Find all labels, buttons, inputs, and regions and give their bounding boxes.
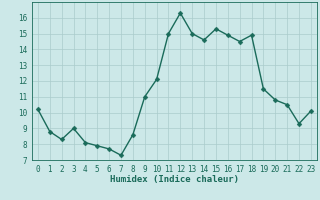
X-axis label: Humidex (Indice chaleur): Humidex (Indice chaleur): [110, 175, 239, 184]
